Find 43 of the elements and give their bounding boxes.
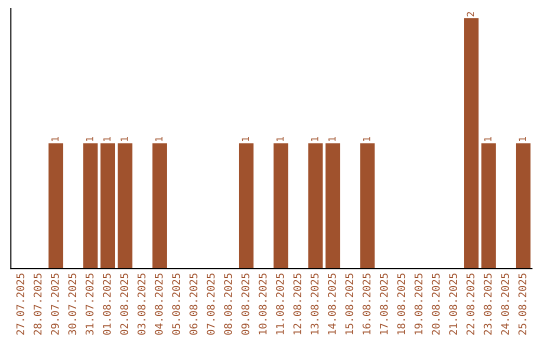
x-tick-label: 18.08.2025 [397,274,406,334]
x-tick-label: 14.08.2025 [328,274,336,334]
x-tick-label: 04.08.2025 [154,274,163,335]
x-tick-label: 21.08.2025 [449,274,458,335]
x-tick-label: 02.08.2025 [120,274,128,335]
x-tick-label: 27.07.2025 [16,274,24,335]
x-tick-label: 05.08.2025 [172,274,180,335]
x-tick-label: 07.08.2025 [206,274,215,335]
x-tick-label: 28.07.2025 [34,274,42,335]
x-tick-label: 17.08.2025 [380,274,388,334]
x-tick-label: 15.08.2025 [345,274,354,334]
data-label: 1 [51,136,59,141]
x-tick-label: 16.08.2025 [362,274,370,334]
x-tick-label: 25.08.2025 [518,274,526,335]
data-label: 1 [518,136,526,141]
data-label: 1 [155,136,162,141]
x-tick-label: 22.08.2025 [466,274,474,335]
x-tick-label: 11.08.2025 [276,274,284,334]
data-label: 1 [363,136,370,141]
x-tick-label: 03.08.2025 [138,274,146,335]
data-label: 1 [242,136,249,141]
data-label: 1 [86,136,94,141]
x-tick-label: 01.08.2025 [102,274,111,335]
data-label: 1 [276,136,284,141]
x-tick-label: 31.07.2025 [86,274,94,335]
x-tick-label: 19.08.2025 [414,274,422,334]
data-label: 1 [484,136,492,141]
x-tick-label: 30.07.2025 [68,274,76,335]
data-label: 1 [311,136,318,141]
x-tick-label: 20.08.2025 [432,274,440,335]
x-tick-label: 08.08.2025 [224,274,232,335]
x-tick-label: 23.08.2025 [484,274,492,335]
data-label: 1 [103,136,110,141]
data-label: 1 [120,136,128,141]
data-label: 2 [466,12,474,16]
x-tick-label: 29.07.2025 [50,274,59,335]
x-tick-label: 12.08.2025 [293,274,302,334]
x-tick-label: 06.08.2025 [189,274,198,335]
x-tick-label: 09.08.2025 [241,274,250,335]
x-tick-label: 13.08.2025 [310,274,319,334]
x-tick-label: 24.08.2025 [501,274,509,335]
x-tick-label: 10.08.2025 [258,274,267,334]
data-label: 1 [328,136,336,141]
